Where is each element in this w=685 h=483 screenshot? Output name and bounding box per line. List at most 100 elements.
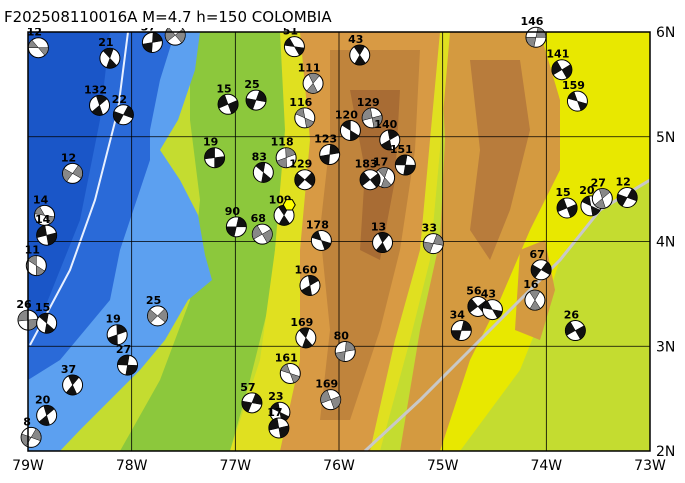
compression-quadrant [529,289,541,311]
depth-label: 19 [203,136,218,149]
compression-quadrant [451,320,472,341]
focal-mechanism [241,392,263,414]
y-tick-label: 4N [656,235,675,251]
x-tick-label: 73W [634,458,666,474]
focal-mechanism [217,93,239,115]
depth-label: 141 [546,48,569,61]
depth-label: 159 [562,79,585,92]
compression-quadrant [359,171,381,188]
depth-label: 67 [529,248,544,261]
compression-quadrant [217,94,239,114]
focal-mechanism [27,37,49,59]
depth-label: 151 [390,143,413,156]
depth-label: 129 [289,158,312,171]
compression-quadrant [320,389,341,410]
compression-quadrant [34,206,55,225]
compression-quadrant [62,164,83,182]
compression-quadrant [565,321,586,340]
focal-mechanism [25,255,47,277]
depth-label: 178 [306,218,329,231]
depth-label: 160 [294,263,317,276]
focal-mechanism [275,147,297,169]
depth-label: 57 [240,381,255,394]
focal-mechanism [294,107,316,129]
compression-quadrant [335,341,356,362]
title-box [0,4,340,28]
depth-label: 14 [35,213,51,226]
compression-quadrant [276,147,296,168]
focal-mechanism [359,169,381,191]
depth-label: 27 [591,177,606,190]
focal-mechanism [164,24,186,46]
focal-mechanism [450,320,472,342]
compression-quadrant [268,417,290,439]
focal-mechanism [204,147,226,169]
focal-mechanism [36,404,58,426]
focal-mechanism [394,154,416,176]
depth-label: 43 [348,33,363,46]
depth-label: 68 [251,212,266,225]
depth-label: 20 [35,393,51,406]
focal-mechanism [422,233,444,255]
depth-label: 33 [422,222,437,235]
compression-quadrant [530,261,552,279]
compression-quadrant [107,324,127,345]
focal-mechanism [334,340,356,362]
focal-mechanism [252,161,274,183]
compression-quadrant [353,44,366,66]
depth-label: 17 [373,156,388,169]
compression-quadrant [341,120,360,141]
depth-label: 15 [555,186,570,199]
compression-quadrant [38,312,55,334]
focal-mechanism [524,289,546,311]
focal-mechanism [525,26,547,48]
compression-quadrant [617,188,638,207]
focal-mechanism [339,119,361,141]
focal-mechanism [251,223,273,245]
compression-quadrant [294,172,316,188]
depth-label: 20 [579,184,595,197]
x-tick-label: 78W [116,458,148,474]
depth-label: 183 [355,158,378,171]
depth-label: 14 [33,193,49,206]
depth-label: 56 [466,284,482,297]
compression-quadrant [311,230,332,251]
compression-quadrant [241,393,263,413]
depth-label: 146 [520,15,543,28]
depth-label: 12 [616,176,631,189]
focal-mechanism [245,89,267,111]
depth-label: 132 [84,83,107,96]
focal-mechanism [62,374,84,396]
focal-mechanism [20,426,42,448]
focal-mechanism [302,72,324,94]
depth-label: 8 [23,415,31,428]
compression-quadrant [147,308,168,324]
depth-label: 12 [61,151,76,164]
compression-quadrant [306,73,320,94]
compression-quadrant [361,107,383,129]
x-tick-label: 79W [12,458,44,474]
title: F202508110016A M=4.7 h=150 COLOMBIA [4,8,332,26]
focal-mechanism [481,299,503,321]
depth-label: 21 [98,36,113,49]
focal-mechanism [310,229,332,251]
focal-mechanism [294,169,316,191]
focal-mechanism [141,31,163,53]
focal-mechanism [591,188,613,210]
depth-label: 43 [481,288,496,301]
events: 1221371551431461411591112515116132221291… [16,13,638,448]
focal-mechanism [530,259,552,281]
compression-quadrant [594,188,611,209]
compression-quadrant [377,167,392,188]
depth-label: 140 [374,118,397,131]
y-tick-label: 2N [656,444,675,460]
depth-label: 26 [16,298,32,311]
depth-label: 13 [371,221,386,234]
frame [27,31,651,452]
depth-label: 111 [298,61,321,74]
compression-quadrant [284,37,305,56]
compression-quadrant [204,147,225,168]
depth-label: 118 [271,136,294,149]
compression-quadrant [298,327,313,349]
